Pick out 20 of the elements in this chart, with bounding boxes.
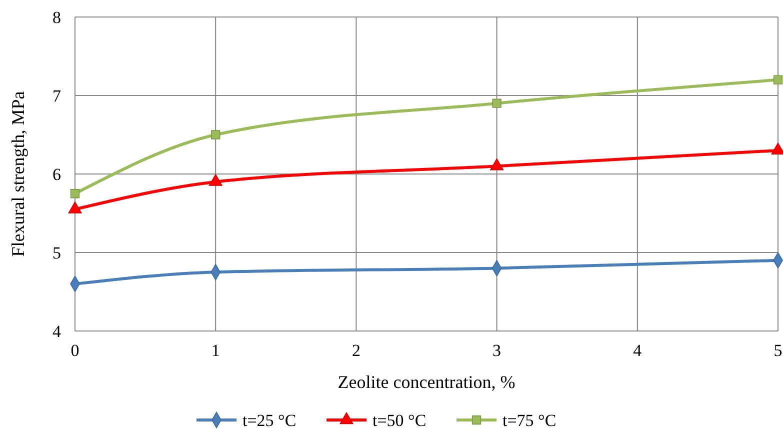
x-tick-label: 2 [352,341,360,360]
legend-label: t=50 °C [372,410,426,430]
point [211,130,220,140]
x-tick-label: 1 [211,341,220,360]
y-tick-label: 5 [52,243,61,262]
point [773,75,783,84]
legend-label: t=25 °C [242,410,296,430]
point [492,98,502,108]
legend-label: t=75 °C [502,410,556,430]
x-tick-label: 3 [492,341,502,360]
point [70,189,80,198]
x-axis-title: Zeolite concentration, % [338,372,516,392]
y-tick-label: 8 [52,8,61,27]
y-tick-label: 7 [52,86,62,106]
x-tick-label: 5 [774,341,782,360]
x-tick-label: 4 [633,341,642,360]
y-axis-title: Flexural strength, MPa [8,91,28,257]
y-tick-label: 4 [52,322,62,341]
x-tick-label: 0 [70,341,80,360]
y-tick-label: 6 [52,164,61,184]
